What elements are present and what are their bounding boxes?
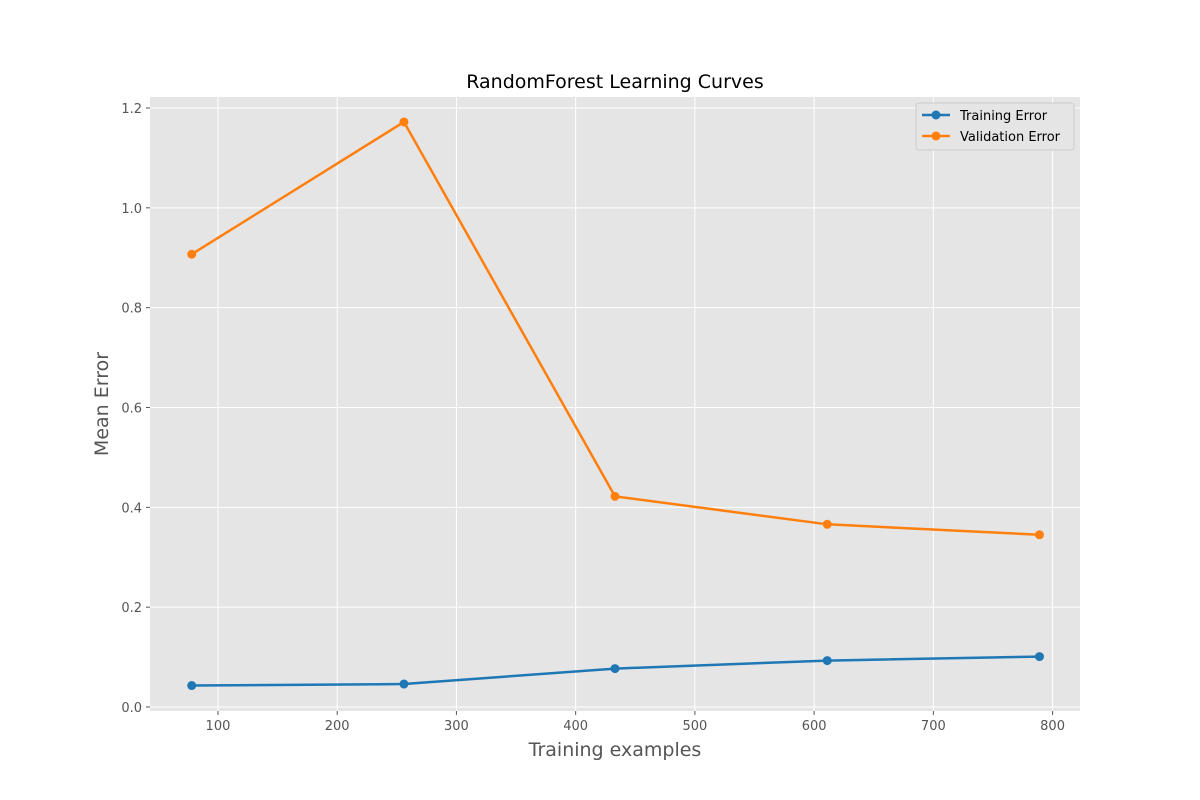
x-axis-label: Training examples xyxy=(528,739,702,761)
chart-title: RandomForest Learning Curves xyxy=(466,71,764,93)
x-tick-label: 700 xyxy=(921,719,946,734)
data-point xyxy=(399,117,409,127)
y-axis-label: Mean Error xyxy=(91,352,113,456)
x-tick-label: 300 xyxy=(444,719,469,734)
series-layer xyxy=(187,117,1044,691)
legend-label: Training Error xyxy=(959,109,1048,124)
data-point xyxy=(822,519,832,529)
grid-lines xyxy=(150,97,1080,711)
data-point xyxy=(822,656,832,666)
data-point xyxy=(187,681,197,691)
y-tick-label: 0.4 xyxy=(121,501,142,516)
y-tick-label: 1.0 xyxy=(121,202,142,217)
data-point xyxy=(610,664,620,674)
y-tick-label: 0.8 xyxy=(121,302,142,317)
y-tick-label: 1.2 xyxy=(121,102,142,117)
plot-area xyxy=(150,97,1080,711)
legend-marker xyxy=(931,131,941,141)
data-point xyxy=(1034,652,1044,662)
legend-box xyxy=(915,102,1075,151)
y-tick-label: 0.6 xyxy=(121,401,142,416)
x-tick-label: 100 xyxy=(206,719,231,734)
y-tick-label: 0.0 xyxy=(121,701,142,716)
x-tick-label: 600 xyxy=(802,719,827,734)
data-point xyxy=(399,679,409,689)
y-axis-ticks: 0.0 0.2 0.4 0.6 0.8 1.0 1.2 xyxy=(121,102,150,716)
x-tick-label: 400 xyxy=(563,719,588,734)
data-point xyxy=(1034,530,1044,540)
legend-label: Validation Error xyxy=(960,130,1061,145)
y-tick-label: 0.2 xyxy=(121,601,142,616)
data-point xyxy=(610,491,620,501)
legend: Training Error Validation Error xyxy=(915,102,1075,151)
x-tick-label: 200 xyxy=(325,719,350,734)
data-point xyxy=(187,249,197,259)
x-tick-label: 500 xyxy=(682,719,707,734)
x-axis-ticks: 100 200 300 400 500 600 700 800 xyxy=(206,711,1065,734)
legend-marker xyxy=(931,110,941,120)
x-tick-label: 800 xyxy=(1040,719,1065,734)
